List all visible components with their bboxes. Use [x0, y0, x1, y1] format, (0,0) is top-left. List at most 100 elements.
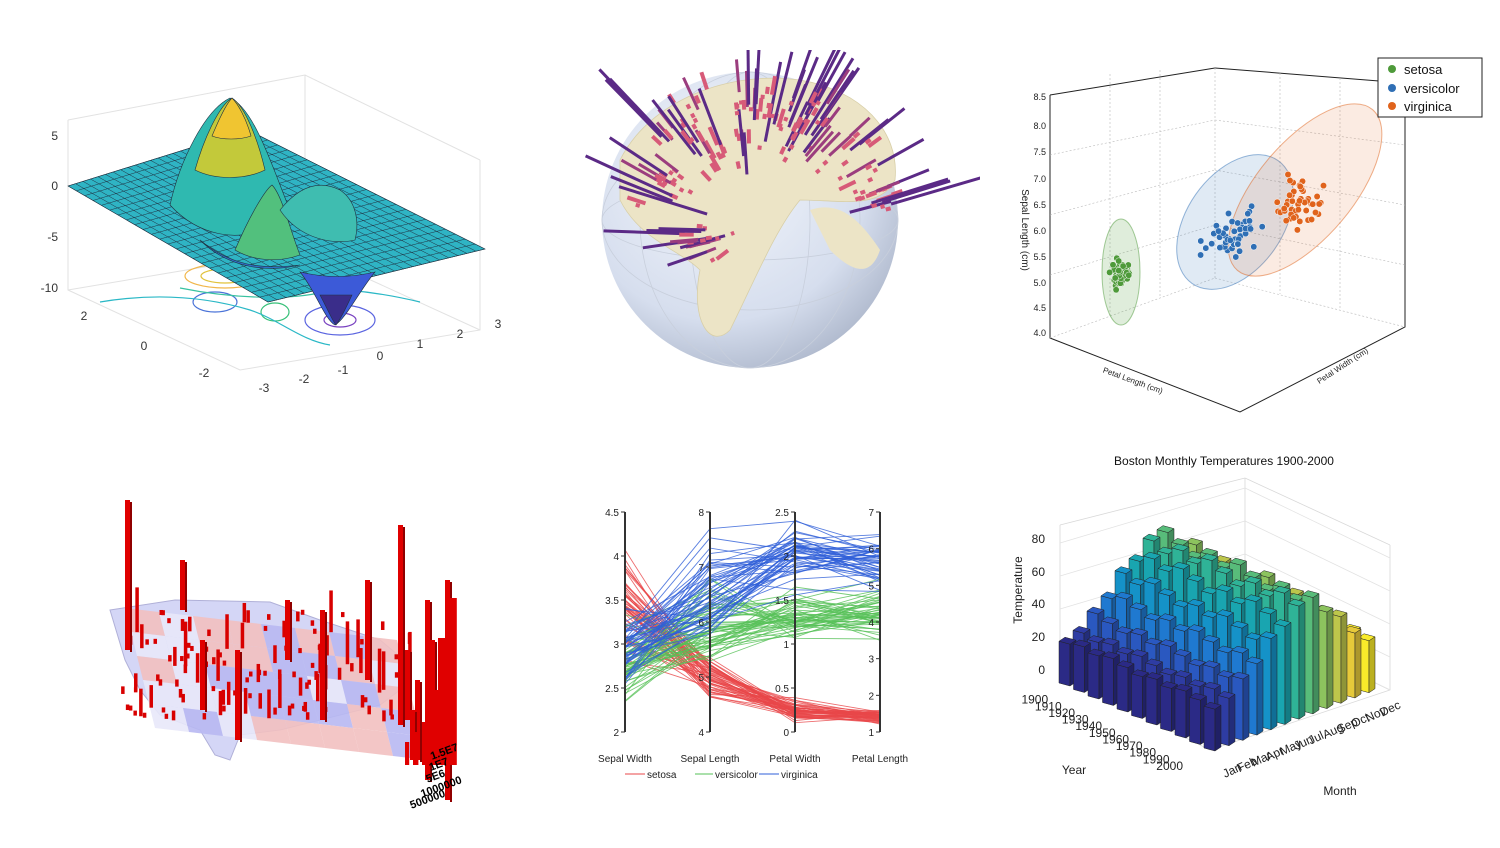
temperature-bar-top [1272, 585, 1292, 594]
population-bar [805, 130, 835, 163]
legend: setosa versicolor virginica [1377, 57, 1483, 118]
city-bar-side [420, 682, 422, 762]
axis-tick-label: 3.5 [605, 596, 619, 607]
scatter-point [1208, 240, 1216, 248]
city-bar [345, 621, 350, 665]
city-bar [313, 628, 317, 634]
city-bar [180, 656, 184, 662]
observation-lines [624, 519, 881, 725]
city-bar [282, 620, 286, 638]
temperature-bar-top [1259, 631, 1278, 639]
legend-marker-setosa [1388, 65, 1396, 73]
year-tick: 1950 [1089, 726, 1116, 740]
observation-line [624, 612, 881, 665]
axis-tick-label: 4 [698, 728, 704, 739]
population-bar [705, 235, 713, 241]
city-bar [410, 710, 415, 760]
temperature-bar-side [1270, 634, 1278, 731]
observation-line [624, 519, 881, 630]
temperature-bar-top [1144, 637, 1163, 646]
axis-tick-label: 5 [868, 581, 874, 592]
observation-line [624, 549, 881, 658]
city-bar [245, 677, 249, 683]
z-tick: 20 [1032, 630, 1046, 644]
city-bar [178, 688, 183, 698]
population-bar [769, 113, 775, 119]
observation-line [624, 620, 881, 682]
population-bar [841, 136, 856, 151]
temperature-bar-top [1215, 609, 1235, 617]
population-bar [667, 95, 700, 144]
temperature-bar-top [1329, 609, 1348, 618]
globe-chart [560, 20, 983, 390]
temperature-bar-top [1202, 681, 1222, 690]
population-bar [820, 117, 830, 128]
temperature-bar-top [1115, 646, 1135, 655]
temperature-bar-top [1257, 570, 1276, 578]
temperature-bar-top [1343, 625, 1362, 634]
population-bar [646, 229, 702, 233]
parallel-coordinates-canvas: 4.5 4 3.5 3 2.5 2 Sepal Width 8 7 6 5 4 Sepal Length… [598, 508, 908, 781]
axis-tick-label: 4.5 [605, 508, 619, 519]
y-tick: 0 [141, 339, 148, 353]
city-bar [186, 653, 190, 659]
population-bar [680, 129, 693, 146]
temperature-bar-top [1159, 681, 1179, 689]
population-bar [783, 116, 789, 122]
city-bar [363, 697, 368, 703]
population-bar [881, 179, 951, 204]
axis-tick-label: 6 [698, 618, 704, 629]
city-bar [315, 673, 320, 702]
population-bar [865, 190, 878, 199]
axis-tick-label: 7 [868, 508, 874, 519]
population-bar [709, 257, 716, 263]
city-bar [415, 680, 420, 760]
temperature-bar-top [1116, 660, 1135, 668]
city-bar [121, 686, 125, 694]
population-bar [804, 48, 841, 116]
observation-line [624, 534, 881, 647]
state-tile [159, 612, 199, 640]
axis-tick-label: 2 [613, 728, 619, 739]
population-bar [715, 248, 730, 261]
temperature-bar-top [1273, 619, 1292, 627]
scatter-point [1230, 227, 1238, 235]
year-tick: 1910 [1035, 699, 1062, 713]
population-bar [736, 133, 742, 142]
axis-tick-label: 0.5 [775, 684, 789, 695]
legend-label-setosa: setosa [1404, 62, 1443, 77]
state-tile [149, 704, 189, 732]
city-bar [359, 648, 363, 674]
city-bar [125, 704, 130, 711]
temperature-bar-top [1215, 584, 1234, 592]
city-bar [242, 602, 247, 623]
population-bar [808, 91, 818, 105]
axis-tick-label: 1.5 [775, 596, 789, 607]
population-bar [715, 151, 722, 157]
population-bar [872, 167, 878, 174]
axis-tick-label: 4 [868, 618, 874, 629]
observation-line [624, 580, 881, 660]
temperature-bar [1160, 685, 1172, 732]
observation-line [624, 562, 881, 639]
scatter-point [1293, 226, 1301, 234]
population-bar [656, 180, 666, 189]
temperature-bar-top [1145, 672, 1164, 680]
city-bar [161, 610, 165, 616]
city-bar [377, 648, 382, 693]
population-bar [707, 126, 720, 146]
city-bar [258, 693, 262, 709]
population-bar [757, 145, 762, 151]
temperature-bar-top [1086, 606, 1105, 615]
legend-bar [438, 638, 448, 765]
z-tick: 7.0 [1033, 174, 1046, 184]
city-bar-side [325, 612, 327, 722]
population-bar [762, 113, 767, 120]
population-bar [819, 69, 855, 121]
observation-line [624, 614, 881, 667]
z-tick: 6.0 [1033, 226, 1046, 236]
temperature-bar-top [1157, 588, 1177, 596]
population-bar [890, 189, 904, 197]
boston-temperature-bars: Boston Monthly Temperatures 1900-2000 80… [1000, 450, 1500, 820]
temperature-bar-side [1340, 612, 1348, 704]
